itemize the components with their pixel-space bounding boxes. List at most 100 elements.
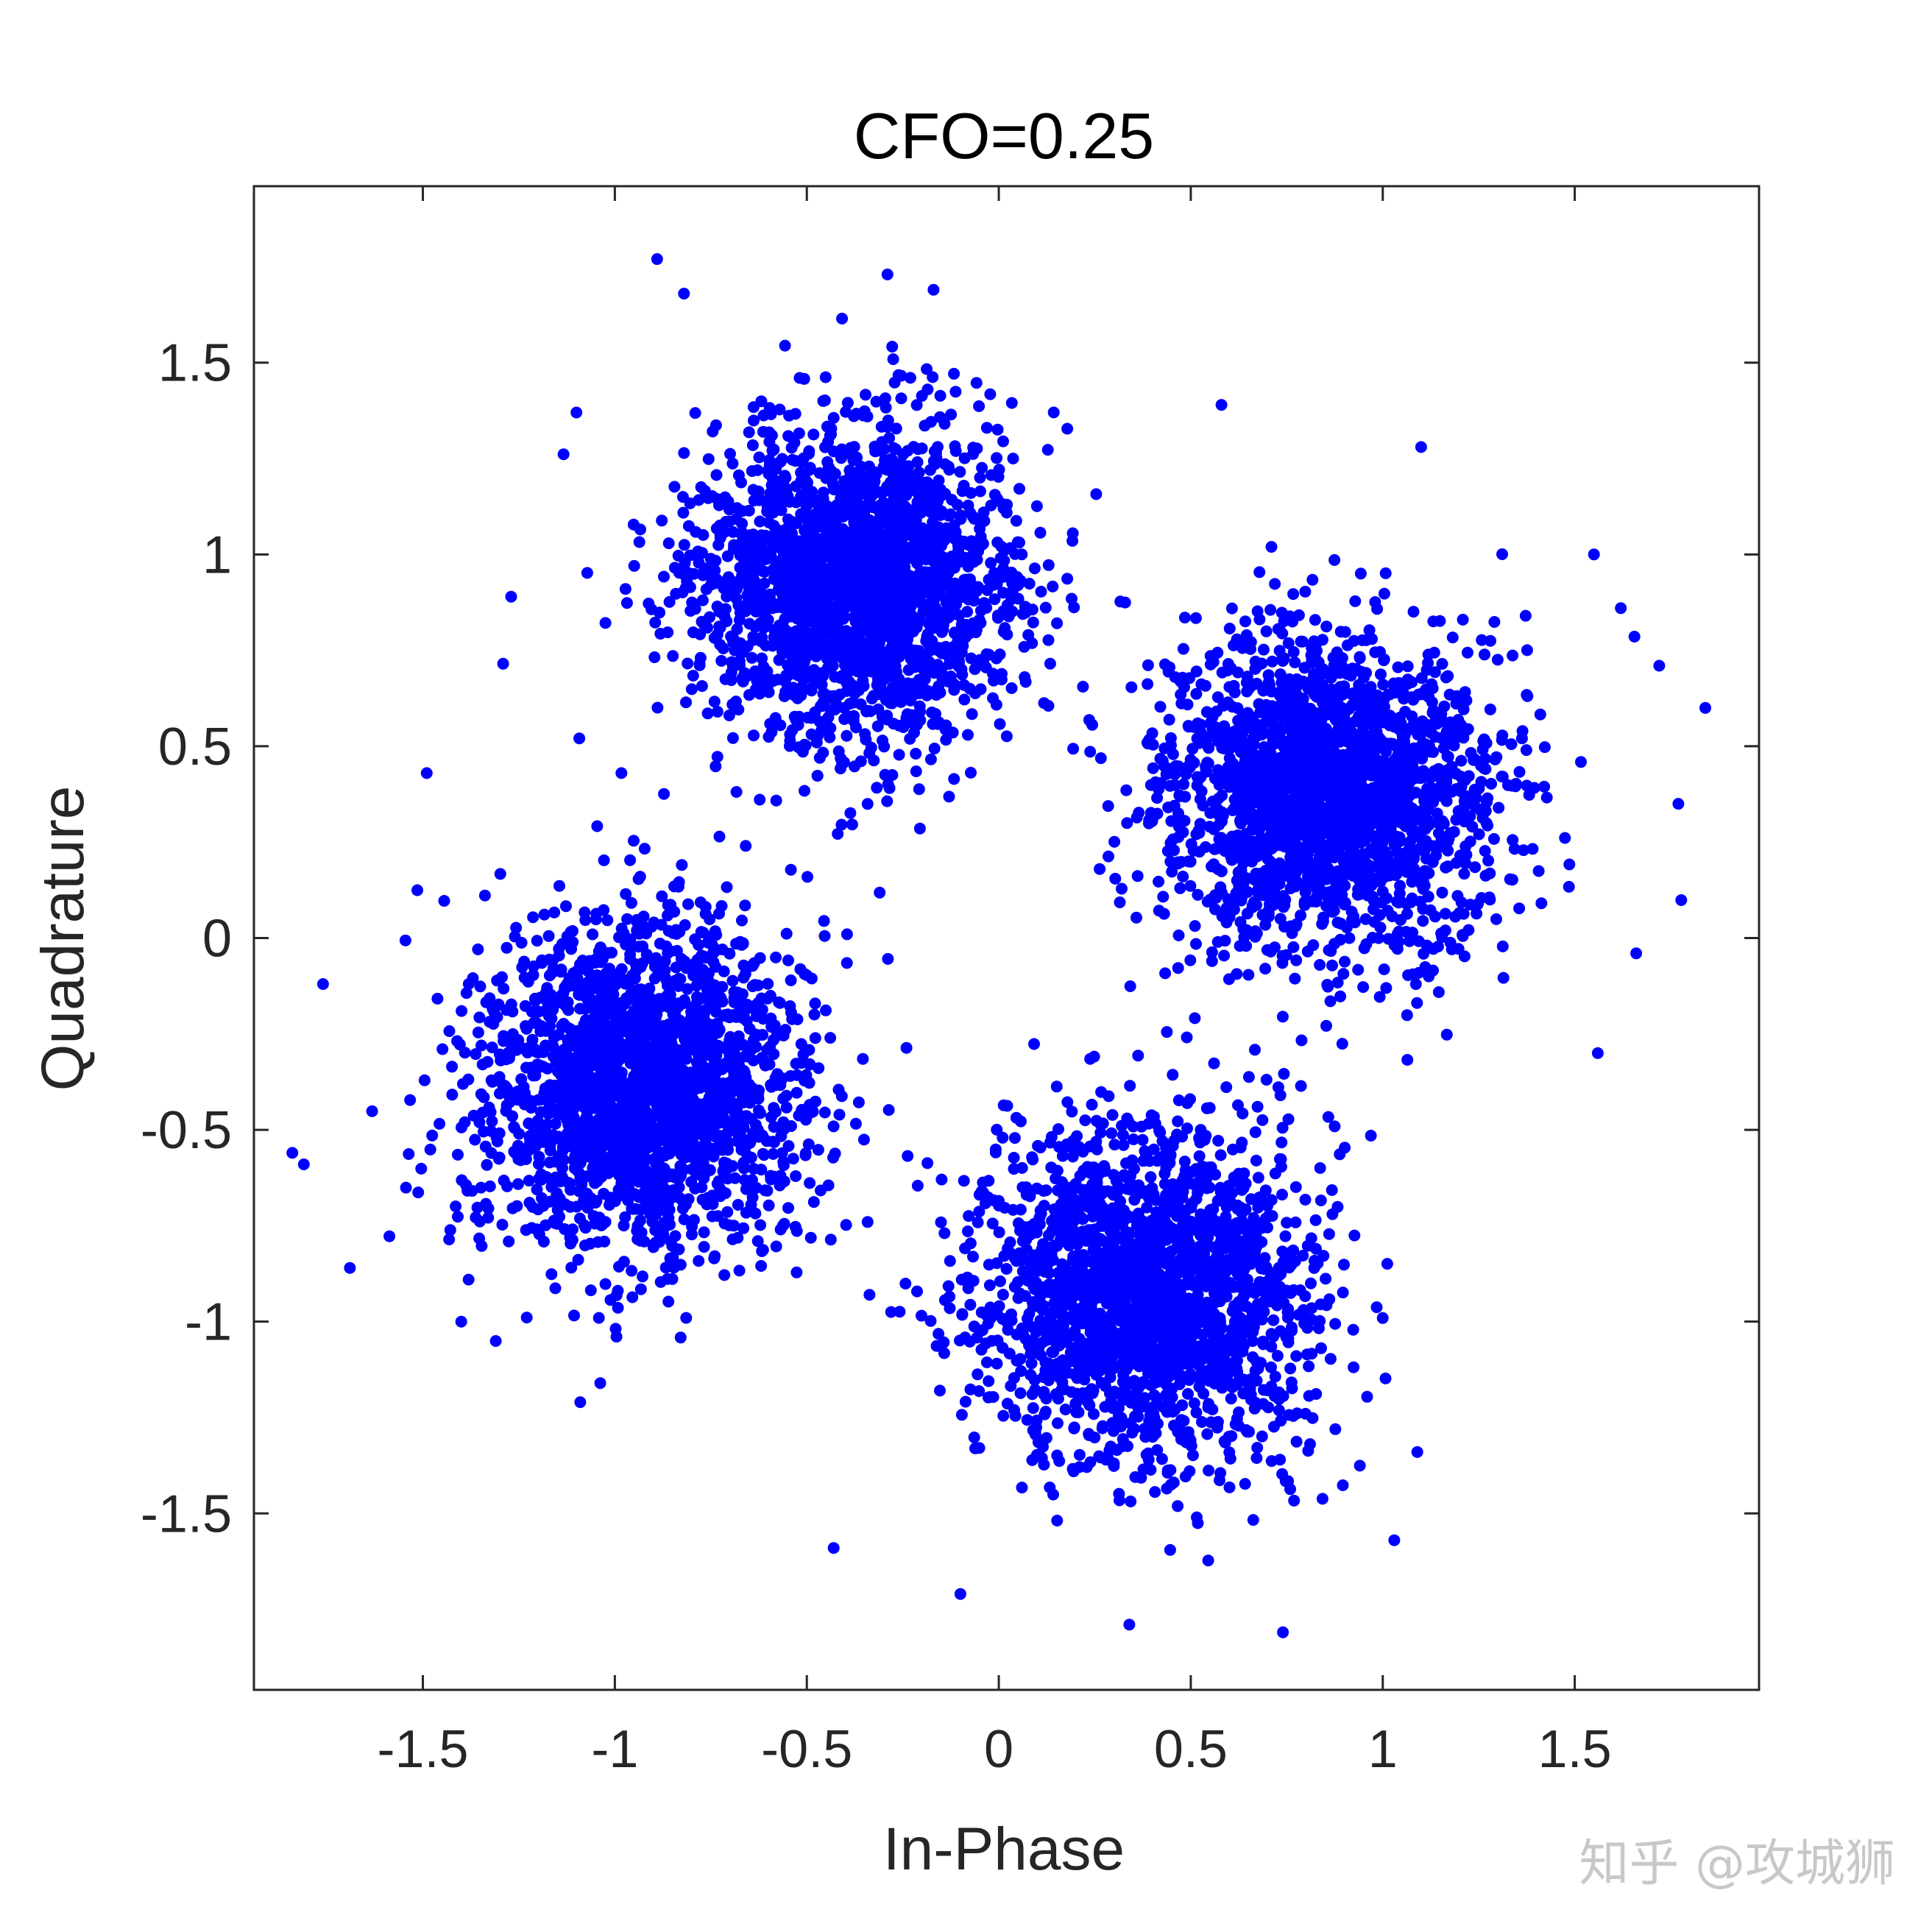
scatter-point (1108, 835, 1121, 848)
scatter-point (887, 591, 899, 604)
scatter-point (708, 577, 721, 590)
scatter-point (837, 525, 849, 537)
scatter-point (1222, 973, 1235, 986)
scatter-point (857, 1133, 870, 1146)
scatter-point (1403, 772, 1415, 785)
scatter-point (1295, 775, 1307, 788)
scatter-point (848, 509, 860, 521)
scatter-point (1532, 865, 1545, 877)
scatter-point (1012, 592, 1025, 605)
scatter-point (494, 868, 506, 880)
scatter-point (808, 664, 820, 676)
scatter-point (821, 722, 834, 734)
scatter-point (400, 1181, 412, 1194)
scatter-point (817, 584, 829, 595)
scatter-point (1246, 796, 1258, 808)
scatter-point (668, 562, 681, 574)
scatter-point (914, 705, 927, 718)
scatter-point (916, 476, 928, 489)
scatter-point (1479, 869, 1492, 882)
scatter-point (1019, 601, 1031, 613)
scatter-point (1314, 785, 1326, 796)
scatter-point (1172, 929, 1185, 941)
scatter-point (1493, 802, 1505, 814)
scatter-point (815, 544, 828, 556)
scatter-point (786, 527, 799, 539)
scatter-point (784, 728, 796, 740)
scatter-point (810, 736, 823, 749)
scatter-point (1306, 573, 1319, 586)
scatter-point (733, 614, 746, 626)
scatter-point (1240, 940, 1253, 952)
scatter-point (1563, 880, 1575, 893)
scatter-point (756, 652, 768, 665)
scatter-point (663, 595, 676, 608)
scatter-point (817, 503, 829, 515)
scatter-point (1211, 732, 1224, 745)
scatter-point (928, 445, 941, 458)
scatter-point (1147, 762, 1159, 774)
scatter-point (910, 621, 923, 634)
scatter-point (1047, 580, 1059, 592)
scatter-point (1404, 896, 1417, 908)
scatter-point (1299, 585, 1312, 598)
scatter-point (1084, 746, 1097, 758)
scatter-point (1219, 845, 1231, 857)
scatter-point (783, 409, 796, 422)
scatter-point (1131, 870, 1144, 882)
scatter-point (910, 399, 923, 411)
scatter-point (976, 461, 988, 474)
scatter-point (752, 485, 765, 498)
scatter-point (927, 455, 940, 467)
scatter-point (1468, 754, 1480, 766)
scatter-point (861, 798, 874, 810)
scatter-point (1458, 868, 1471, 880)
scatter-point (824, 731, 836, 743)
scatter-point (1232, 715, 1245, 726)
scatter-point (1429, 731, 1442, 743)
scatter-point (1312, 855, 1324, 868)
scatter-point (1234, 770, 1247, 782)
scatter-point (709, 565, 721, 576)
scatter-point (964, 506, 977, 519)
scatter-point (1334, 990, 1347, 1002)
scatter-point (503, 1235, 515, 1248)
scatter-point (829, 467, 841, 480)
scatter-point (871, 679, 883, 691)
scatter-point (1206, 946, 1218, 958)
scatter-point (753, 674, 765, 687)
scatter-point (669, 1230, 682, 1242)
scatter-point (725, 674, 737, 687)
scatter-point (871, 720, 884, 732)
scatter-point (1013, 537, 1025, 549)
scatter-point (676, 491, 689, 503)
scatter-point (1386, 910, 1398, 922)
scatter-point (860, 733, 872, 746)
scatter-point (670, 587, 682, 600)
scatter-point (1490, 751, 1503, 763)
scatter-point (733, 1264, 746, 1277)
scatter-point (1479, 648, 1490, 661)
scatter-point (1260, 625, 1273, 637)
scatter-point (1484, 703, 1496, 715)
scatter-point (1513, 765, 1526, 778)
scatter-point (1282, 687, 1295, 699)
scatter-point (1168, 844, 1181, 857)
scatter-point (881, 630, 894, 643)
scatter-point (654, 628, 667, 640)
scatter-point (1225, 602, 1238, 615)
scatter-point (902, 445, 914, 457)
scatter-point (1340, 752, 1352, 765)
scatter-point (1159, 967, 1172, 980)
scatter-point (1289, 972, 1301, 985)
scatter-point (557, 448, 570, 461)
scatter-point (782, 559, 794, 571)
scatter-point (1001, 629, 1013, 641)
scatter-point (1190, 665, 1203, 678)
scatter-point (701, 707, 714, 720)
scatter-point (1215, 832, 1228, 844)
scatter-point (1197, 799, 1209, 812)
scatter-point (1289, 868, 1301, 880)
scatter-point (904, 474, 916, 486)
scatter-point (958, 479, 970, 492)
